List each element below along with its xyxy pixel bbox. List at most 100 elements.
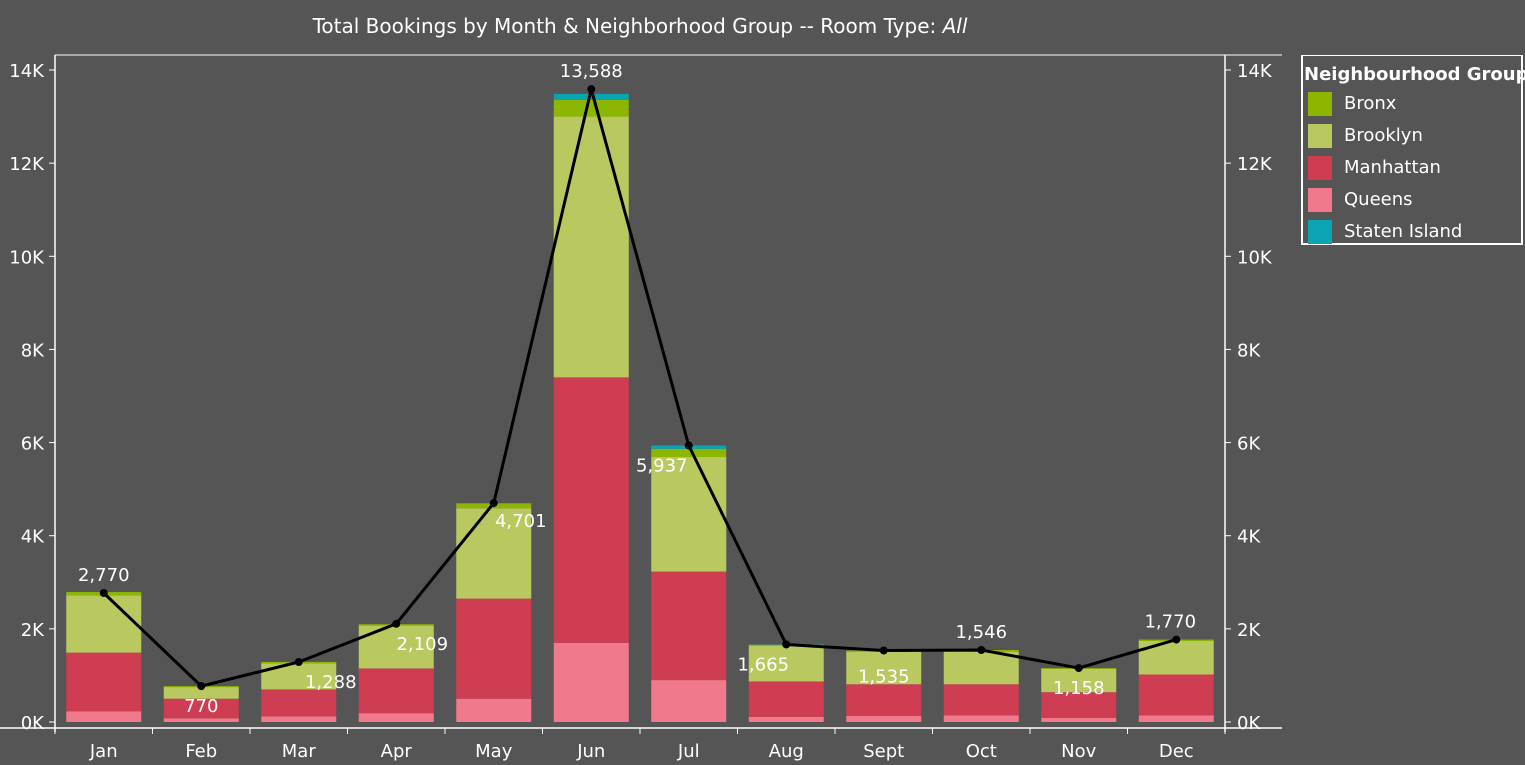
bar-queens-oct [943, 715, 1019, 722]
total-point-dec [1172, 635, 1181, 644]
x-tick-label-jan: Jan [89, 741, 118, 762]
x-tick-label-may: May [475, 741, 513, 762]
bar-brooklyn-feb [163, 687, 239, 699]
bookings-chart: 0K 0K 2K 2K 4K 4K 6K 6K 8K 8K 10K 10K 12K 12K 14K 14K Ja… [0, 54, 1282, 762]
bar-manhattan-mar [261, 689, 337, 717]
bar-queens-sept [846, 715, 922, 722]
y-tick-label-left: 2K [21, 620, 45, 641]
total-point-jun [587, 85, 596, 94]
data-label-aug: 1,665 [737, 654, 789, 675]
bar-staten-island-jun [553, 93, 629, 100]
bar-brooklyn-jun [553, 116, 629, 378]
total-point-oct [977, 646, 986, 655]
y-tick-label-left: 6K [21, 434, 45, 455]
data-label-oct: 1,546 [955, 622, 1007, 643]
bar-queens-aug [748, 716, 824, 722]
bar-queens-feb [163, 718, 239, 722]
x-tick-label-aug: Aug [769, 741, 804, 762]
data-label-nov: 1,158 [1053, 678, 1105, 699]
data-label-dec: 1,770 [1144, 612, 1196, 633]
y-tick-label-left: 10K [9, 247, 45, 268]
y-tick-label-right: 10K [1237, 247, 1273, 268]
bar-manhattan-aug [748, 681, 824, 717]
y-tick-label-left: 4K [21, 527, 45, 548]
chart-title-room-type: All [942, 14, 968, 38]
bar-bronx-jul [651, 448, 727, 458]
bar-brooklyn-sept [846, 651, 922, 685]
total-point-aug [782, 640, 791, 649]
bar-manhattan-dec [1138, 674, 1214, 716]
bar-queens-may [456, 698, 532, 722]
y-tick-label-left: 8K [21, 340, 45, 361]
y-tick-label-right: 0K [1237, 713, 1261, 734]
bar-queens-jan [66, 711, 142, 722]
bar-manhattan-jun [553, 377, 629, 643]
x-tick-label-oct: Oct [966, 741, 997, 762]
x-tick-label-jun: Jun [576, 741, 605, 762]
bar-brooklyn-oct [943, 651, 1019, 685]
legend-swatch-bronx [1308, 92, 1332, 116]
data-label-sept: 1,535 [858, 667, 910, 688]
bar-brooklyn-jan [66, 595, 142, 653]
legend-title: Neighbourhood Group [1304, 64, 1525, 85]
x-tick-label-sept: Sept [863, 741, 904, 762]
total-point-may [489, 499, 498, 508]
x-tick-label-mar: Mar [282, 741, 317, 762]
data-label-mar: 1,288 [305, 672, 357, 693]
bar-queens-jul [651, 680, 727, 722]
legend-swatch-brooklyn [1308, 124, 1332, 148]
bar-manhattan-apr [358, 668, 434, 714]
legend: Neighbourhood Group Bronx Brooklyn Manha… [1301, 55, 1525, 245]
y-tick-label-left: 0K [21, 713, 45, 734]
data-label-apr: 2,109 [396, 634, 448, 655]
bar-brooklyn-aug [748, 645, 824, 682]
y-tick-label-right: 6K [1237, 434, 1261, 455]
bar-bronx-jun [553, 99, 629, 117]
data-label-jan: 2,770 [78, 565, 130, 586]
y-tick-label-left: 12K [9, 154, 45, 175]
x-tick-label-nov: Nov [1061, 741, 1096, 762]
bar-manhattan-jul [651, 571, 727, 681]
chart-title-text: Total Bookings by Month & Neighborhood G… [312, 14, 943, 38]
data-label-may: 4,701 [495, 511, 547, 532]
legend-label-staten-island: Staten Island [1344, 221, 1463, 242]
bar-manhattan-oct [943, 684, 1019, 716]
legend-swatch-manhattan [1308, 156, 1332, 180]
data-label-feb: 770 [184, 696, 218, 717]
x-tick-label-dec: Dec [1159, 741, 1194, 762]
legend-label-brooklyn: Brooklyn [1344, 125, 1423, 146]
bar-manhattan-may [456, 598, 532, 699]
bar-brooklyn-nov [1041, 668, 1117, 693]
bar-manhattan-sept [846, 684, 922, 716]
bar-brooklyn-may [456, 508, 532, 599]
bar-queens-apr [358, 713, 434, 722]
total-point-jan [99, 588, 108, 597]
y-tick-label-right: 14K [1237, 61, 1273, 82]
data-label-jun: 13,588 [560, 61, 623, 82]
bar-queens-jun [553, 642, 629, 722]
bar-manhattan-feb [163, 698, 239, 719]
legend-label-manhattan: Manhattan [1344, 157, 1441, 178]
total-point-apr [392, 619, 401, 628]
total-point-sept [879, 646, 888, 655]
chart-title: Total Bookings by Month & Neighborhood G… [0, 14, 1280, 38]
bar-manhattan-nov [1041, 692, 1117, 718]
y-tick-label-right: 12K [1237, 154, 1273, 175]
legend-label-queens: Queens [1344, 189, 1413, 210]
bar-brooklyn-jul [651, 457, 727, 572]
total-point-nov [1074, 664, 1083, 673]
legend-swatch-queens [1308, 188, 1332, 212]
y-tick-label-right: 4K [1237, 527, 1261, 548]
bar-queens-mar [261, 716, 337, 722]
x-tick-label-jul: Jul [677, 741, 700, 762]
total-line [102, 87, 1177, 688]
bar-manhattan-jan [66, 652, 142, 712]
bar-queens-dec [1138, 715, 1214, 722]
legend-swatch-staten-island [1308, 220, 1332, 244]
legend-label-bronx: Bronx [1344, 93, 1397, 114]
total-point-mar [294, 658, 303, 667]
x-tick-label-apr: Apr [381, 741, 413, 762]
data-label-jul: 5,937 [636, 456, 688, 477]
y-tick-label-left: 14K [9, 61, 45, 82]
bar-queens-nov [1041, 717, 1117, 722]
